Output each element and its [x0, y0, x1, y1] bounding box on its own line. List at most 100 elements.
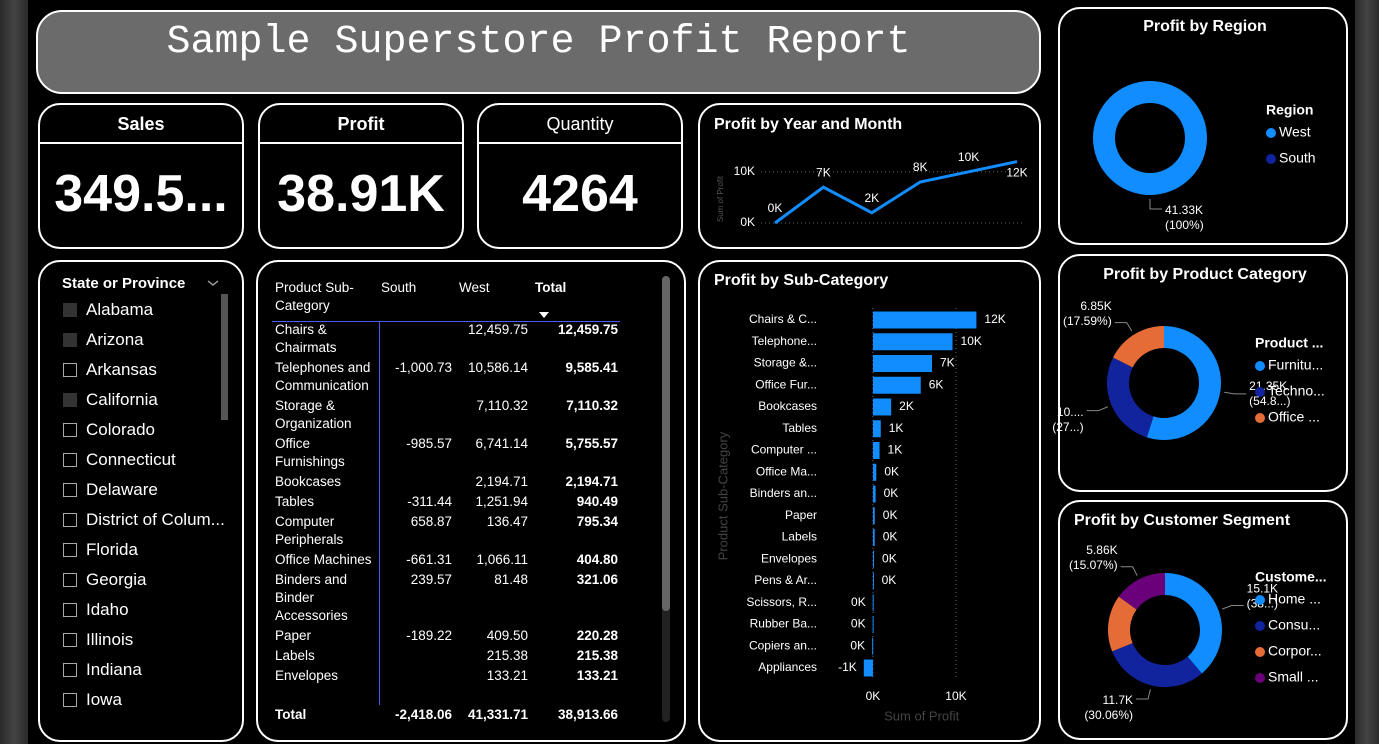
- slicer-item[interactable]: Illinois: [63, 629, 133, 651]
- table-cell: 9,585.41: [565, 360, 618, 375]
- table-panel: [256, 260, 686, 742]
- checkbox: [63, 363, 77, 377]
- slicer-item[interactable]: Colorado: [63, 419, 155, 441]
- table-cell: -985.57: [406, 436, 452, 451]
- slicer-item[interactable]: Georgia: [63, 569, 146, 591]
- window-edge: [1355, 0, 1379, 744]
- table-cell: -1,000.73: [394, 360, 452, 375]
- checkbox: [63, 333, 77, 347]
- checkbox: [63, 393, 77, 407]
- table-row: Labels 215.38 215.38: [272, 646, 622, 666]
- checkbox: [63, 483, 77, 497]
- sort-indicator[interactable]: [538, 311, 550, 319]
- scrollbar[interactable]: [662, 276, 670, 611]
- total-row: Total -2,418.06 41,331.71 38,913.66: [272, 705, 622, 725]
- table-cell: -189.22: [406, 628, 452, 643]
- table-cell: 133.21: [576, 668, 618, 683]
- checkbox: [63, 693, 77, 707]
- table-row: Storage & Organization 7,110.32 7,110.32: [272, 396, 622, 434]
- table-row: Binders and Binder Accessories 239.57 81.4…: [272, 570, 622, 626]
- table-cell: 6,741.14: [475, 436, 528, 451]
- slicer-item[interactable]: Iowa: [63, 689, 122, 711]
- donut-panel: [1058, 500, 1348, 740]
- item-label: District of Colum...: [86, 510, 225, 529]
- total-table: Total -2,418.06 41,331.71 38,913.66: [272, 705, 622, 725]
- slicer-item[interactable]: Florida: [63, 539, 138, 561]
- table-cell: -661.31: [406, 552, 452, 567]
- table-cell: 81.48: [494, 572, 528, 587]
- table-cell: 133.21: [486, 668, 528, 683]
- slicer-item[interactable]: District of Colum...: [63, 509, 225, 531]
- kpi-card: Quantity 4264: [477, 103, 683, 249]
- scrollbar[interactable]: [221, 294, 228, 420]
- checkbox: [63, 453, 77, 467]
- table-row: Bookcases 2,194.71 2,194.71: [272, 472, 622, 492]
- table-cell: Paper: [275, 628, 312, 643]
- table-cell: 404.80: [576, 552, 618, 567]
- item-label: Georgia: [86, 570, 147, 589]
- table-cell: Chairs & Chairmats: [275, 322, 337, 355]
- donut-panel: [1058, 254, 1348, 492]
- checkbox: [63, 513, 77, 527]
- item-label: Idaho: [86, 600, 129, 619]
- item-label: Indiana: [86, 660, 142, 679]
- table-cell: Office Furnishings: [275, 436, 345, 469]
- table-cell: Binders and Binder Accessories: [275, 572, 348, 623]
- table-row: Computer Peripherals 658.87 136.47 795.34: [272, 512, 622, 550]
- column-header: Product Sub-Category: [275, 280, 354, 313]
- item-label: Iowa: [86, 690, 122, 709]
- card-value: 38.91K: [277, 165, 445, 223]
- dropdown-chevron[interactable]: [206, 278, 220, 288]
- card-label: Sales: [40, 105, 242, 144]
- slicer-item[interactable]: Connecticut: [63, 449, 176, 471]
- table-cell: 658.87: [410, 514, 452, 529]
- kpi-card: Sales 349.5...: [38, 103, 244, 249]
- line-panel: [698, 103, 1041, 249]
- slicer-item[interactable]: Delaware: [63, 479, 158, 501]
- total-cell: 41,331.71: [467, 707, 528, 722]
- table-cell: 10,586.14: [467, 360, 528, 375]
- total-cell: Total: [275, 707, 307, 722]
- card-label: Quantity: [479, 105, 681, 144]
- table-cell: Tables: [275, 494, 315, 509]
- checkbox: [63, 603, 77, 617]
- checkbox: [63, 303, 77, 317]
- table-cell: 215.38: [576, 648, 618, 663]
- slicer-title: State or Province: [62, 275, 186, 292]
- total-row: Total -2,418.06 41,331.71 38,913.66: [272, 705, 622, 725]
- slicer-item[interactable]: Indiana: [63, 659, 142, 681]
- item-label: Arkansas: [86, 360, 157, 379]
- column-rule: [379, 322, 380, 725]
- table-cell: [378, 320, 456, 358]
- table-cell: 795.34: [576, 514, 618, 529]
- window-edge: [0, 0, 28, 744]
- slicer-item[interactable]: Idaho: [63, 599, 129, 621]
- checkbox: [63, 543, 77, 557]
- bar-panel: [698, 260, 1041, 742]
- item-label: Arizona: [86, 330, 144, 349]
- table-cell: 239.57: [410, 572, 452, 587]
- card-label: Profit: [260, 105, 462, 144]
- table-row: Envelopes 133.21 133.21: [272, 666, 622, 686]
- slicer-item[interactable]: Alabama: [63, 299, 153, 321]
- item-label: Illinois: [86, 630, 134, 649]
- checkbox: [63, 573, 77, 587]
- table-cell: 220.28: [576, 628, 618, 643]
- table-cell: 7,110.32: [566, 398, 618, 413]
- table-cell: Envelopes: [275, 668, 339, 683]
- slicer-item[interactable]: California: [63, 389, 158, 411]
- item-label: Alabama: [86, 300, 154, 319]
- table-cell: Storage & Organization: [275, 398, 352, 431]
- item-label: Delaware: [86, 480, 158, 499]
- slicer-item[interactable]: Arkansas: [63, 359, 157, 381]
- matrix-table: Product Sub-Category South West Total Chairs…: [272, 278, 622, 686]
- table-cell: 940.49: [576, 494, 618, 509]
- table-row: Chairs & Chairmats 12,459.75 12,459.75: [272, 320, 622, 358]
- slicer-item[interactable]: Arizona: [63, 329, 144, 351]
- kpi-card: Profit 38.91K: [258, 103, 464, 249]
- table-cell: [378, 472, 456, 492]
- total-cell: -2,418.06: [394, 707, 452, 722]
- scroll-track: [662, 276, 670, 722]
- table-cell: 12,459.75: [557, 322, 618, 337]
